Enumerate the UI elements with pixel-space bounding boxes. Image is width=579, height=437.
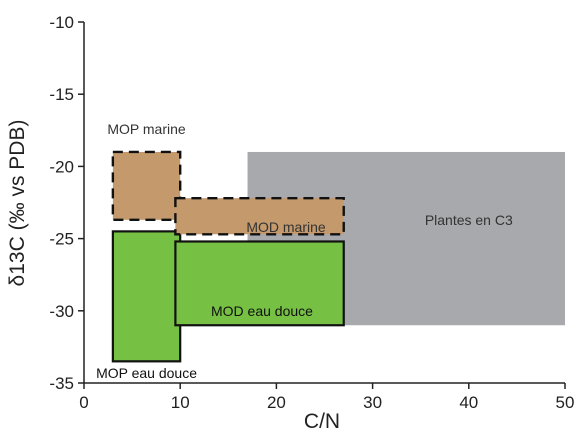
y-tick-label: -30 [49,302,74,321]
region-mop-eau-douce [111,230,182,363]
x-tick-label: 50 [556,393,575,412]
x-tick-label: 30 [363,393,382,412]
region-label-mop-eau-douce: MOP eau douce [96,365,197,381]
y-tick-label: -20 [49,157,74,176]
y-tick-label: -25 [49,230,74,249]
x-tick-label: 0 [79,393,88,412]
region-label-plantes-en-c3: Plantes en C3 [425,212,513,228]
region-label-mod-eau-douce: MOD eau douce [211,303,313,319]
region-label-mod-marine: MOD marine [246,219,326,235]
x-tick-label: 40 [459,393,478,412]
y-tick-label: -35 [49,374,74,393]
y-axis-title: δ13C (‰ vs PDB) [6,120,29,287]
y-tick-label: -10 [49,13,74,32]
region-mod-eau-douce [174,240,345,327]
x-tick-label: 10 [171,393,190,412]
axes-layer: -10 -15 -20 -25 -30 -35 0 10 20 30 40 50 [49,13,574,412]
region-mod-marine [174,196,345,236]
regions-layer [111,150,566,363]
region-label-mop-marine: MOP marine [107,121,186,137]
y-tick-label: -15 [49,85,74,104]
labels-layer: Plantes en C3 MOP eau douce MOD eau douce M… [96,121,513,381]
x-axis-title: C/N [304,410,340,432]
x-tick-label: 20 [267,393,286,412]
region-mop-marine [111,150,182,222]
